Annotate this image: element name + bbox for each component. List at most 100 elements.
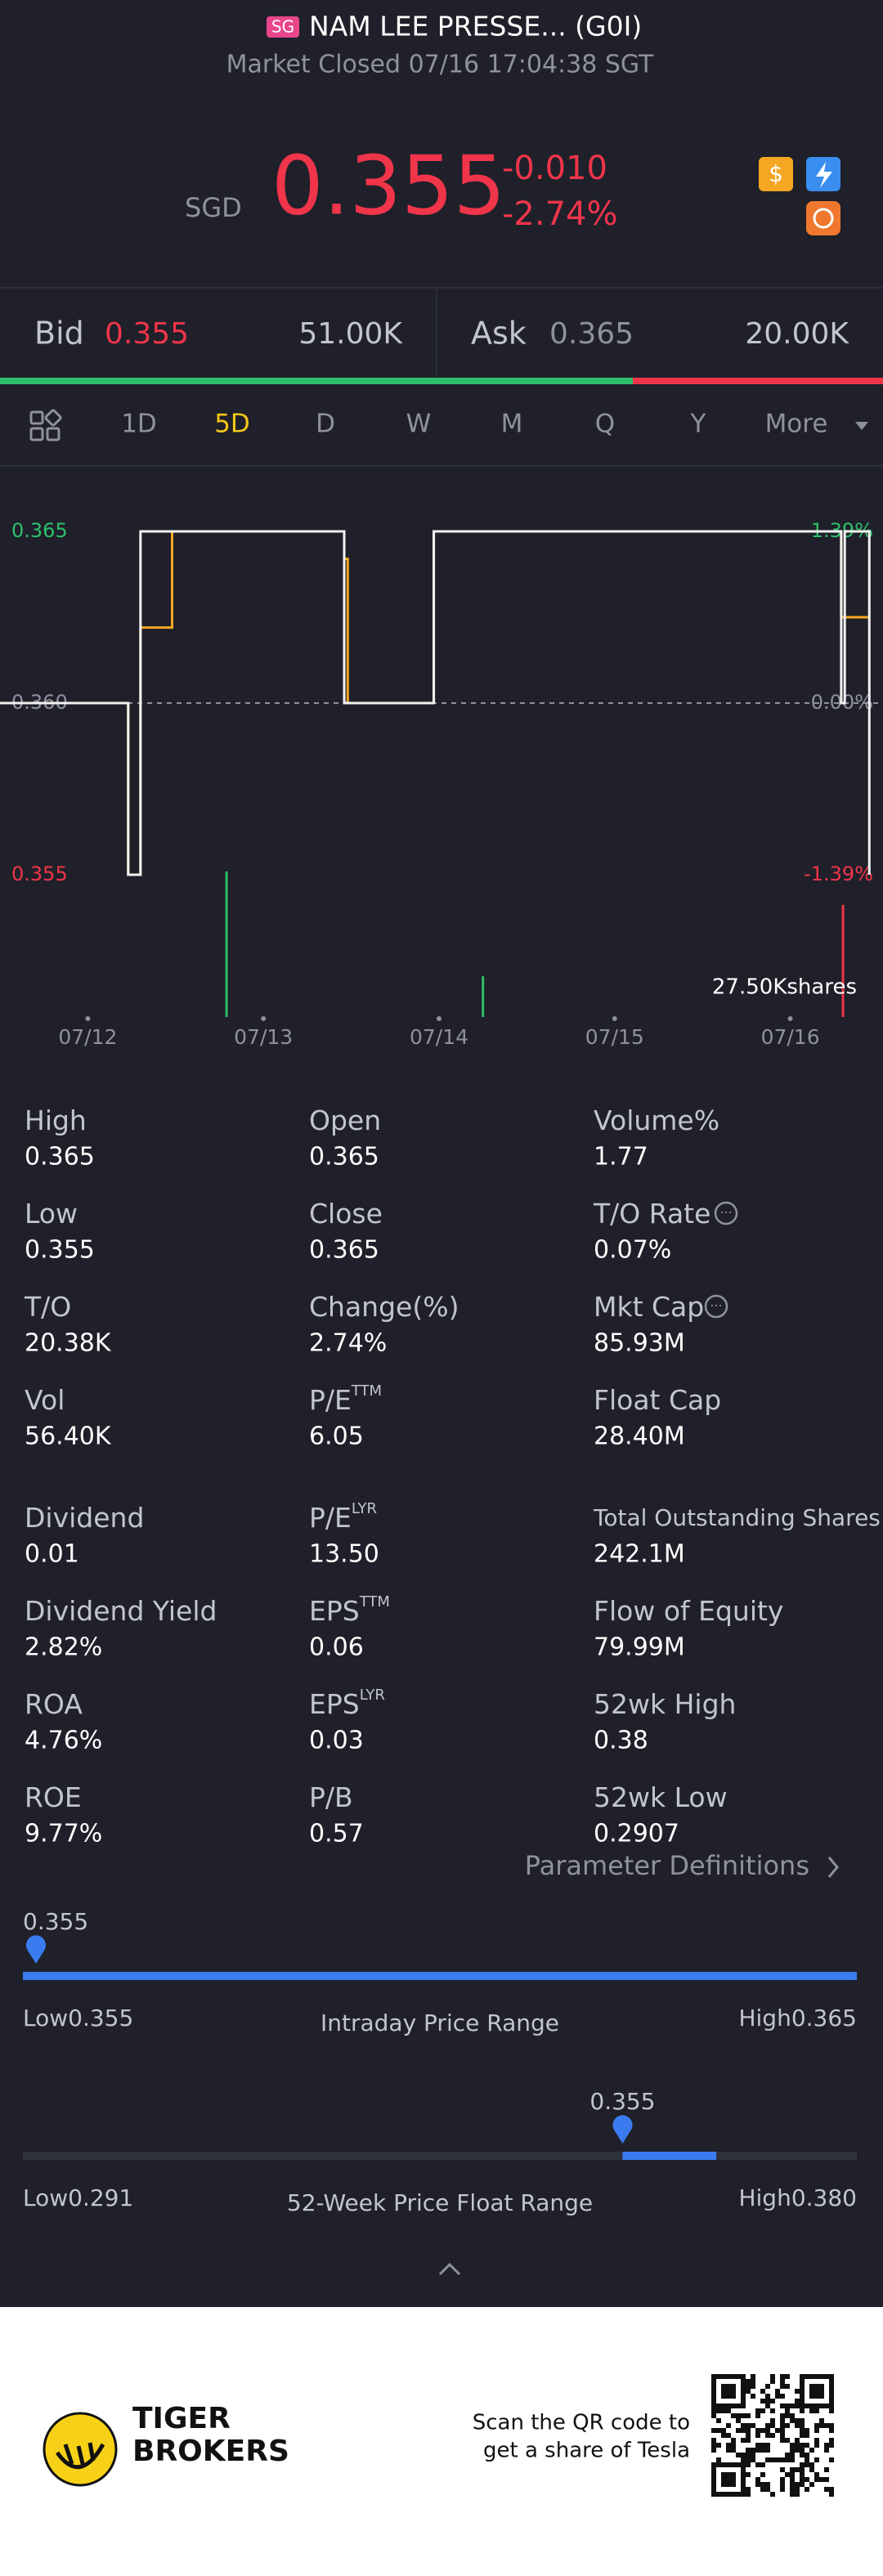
stat-label-sup: LYR xyxy=(352,1500,377,1517)
stat-value: 242.1M xyxy=(594,1540,685,1569)
stat-label-text: T/O Rate xyxy=(593,1198,710,1230)
stat-value: 28.40M xyxy=(594,1422,685,1451)
brand-name: BROKERS xyxy=(132,2435,289,2468)
bid-price: 0.355 xyxy=(105,317,189,351)
ask-strength-bar xyxy=(633,378,883,384)
ask-price: 0.365 xyxy=(549,317,634,351)
stat-value: 0.38 xyxy=(594,1727,648,1755)
stat-label: 52wk High xyxy=(594,1688,736,1720)
brand-name: TIGER xyxy=(132,2402,231,2435)
stat-label-text: Dividend xyxy=(25,1502,144,1534)
y-tick-label: 0.365 xyxy=(11,519,68,542)
range-high: High0.380 xyxy=(738,2184,857,2211)
period-tab[interactable]: Y xyxy=(690,410,706,439)
collapse-arrow[interactable] xyxy=(438,2262,461,2276)
info-icon[interactable] xyxy=(714,1201,738,1225)
period-tab[interactable]: W xyxy=(406,410,432,439)
bid-size: 51.00K xyxy=(298,317,403,351)
stat-label: Float Cap xyxy=(594,1384,721,1416)
bid-strength-bar xyxy=(0,378,633,384)
x-tick-dot xyxy=(261,1016,267,1021)
info-icon-dots: ··· xyxy=(710,1298,722,1314)
stat-label: Volume% xyxy=(594,1104,719,1136)
stat-label: P/ETTM xyxy=(309,1382,382,1416)
range-low-value: 0.291 xyxy=(68,2184,133,2211)
stat-label-sup: LYR xyxy=(360,1687,385,1704)
x-tick-label: 07/13 xyxy=(234,1025,293,1049)
stat-value: 56.40K xyxy=(25,1422,112,1451)
stat-label: Dividend Yield xyxy=(25,1595,217,1627)
stat-value: 0.07% xyxy=(594,1236,671,1265)
stat-label: P/B xyxy=(309,1781,353,1813)
stat-label-text: Volume% xyxy=(594,1104,719,1136)
coin-icon[interactable] xyxy=(759,157,793,191)
period-tab[interactable]: 1D xyxy=(121,410,157,439)
definitions-link[interactable]: Parameter Definitions xyxy=(525,1850,809,1881)
stat-value: 0.01 xyxy=(25,1540,79,1569)
market-badge-text: SG xyxy=(271,17,294,37)
stat-label-sup: TTM xyxy=(351,1382,382,1400)
stat-label: ROA xyxy=(25,1688,83,1720)
flash-glyph xyxy=(816,162,832,188)
stat-label-text: EPS xyxy=(309,1688,360,1720)
ask-size: 20.00K xyxy=(745,317,849,351)
stat-label: ROE xyxy=(25,1781,82,1813)
volume-bar xyxy=(482,976,485,1017)
share-icon[interactable] xyxy=(806,201,840,235)
stat-label: T/O Rate xyxy=(593,1198,710,1230)
ask-label: Ask xyxy=(471,316,527,352)
period-tab[interactable]: M xyxy=(501,410,523,439)
stat-value: 20.38K xyxy=(25,1329,112,1358)
stat-label-text: Low xyxy=(25,1198,78,1230)
stat-label-text: P/E xyxy=(309,1384,352,1416)
stat-label-sup: TTM xyxy=(359,1593,390,1611)
price-marker xyxy=(26,1935,46,1964)
range-high-label: High xyxy=(738,2005,791,2032)
x-tick-dot xyxy=(85,1016,91,1021)
stat-value: 0.365 xyxy=(25,1143,95,1172)
stock-name: NAM LEE PRESSE... (G0I) xyxy=(309,11,642,43)
market-status: Market Closed 07/16 17:04:38 SGT xyxy=(226,51,654,79)
range-low-label: Low xyxy=(23,2184,68,2211)
stat-label-text: ROE xyxy=(25,1781,82,1813)
stat-label: Low xyxy=(25,1198,78,1230)
price-line xyxy=(0,530,871,876)
stat-label-text: 52wk High xyxy=(594,1688,736,1720)
stat-value: 85.93M xyxy=(594,1329,685,1358)
stat-label-text: Vol xyxy=(25,1384,65,1416)
stat-label-text: High xyxy=(25,1104,87,1136)
stat-label-text: Total Outstanding Shares xyxy=(593,1504,881,1531)
stat-label: Close xyxy=(309,1198,383,1230)
period-tab[interactable]: Q xyxy=(595,410,615,439)
period-tab[interactable]: D xyxy=(316,410,335,439)
period-tab[interactable]: More xyxy=(765,410,828,439)
stat-value: 0.06 xyxy=(309,1633,364,1662)
stat-value: 13.50 xyxy=(309,1540,379,1569)
stat-label-text: 52wk Low xyxy=(594,1781,728,1813)
layout-icon[interactable] xyxy=(29,409,62,441)
stat-label-text: Mkt Cap xyxy=(594,1291,704,1323)
stat-label-text: Flow of Equity xyxy=(594,1595,783,1627)
stat-label: EPSLYR xyxy=(309,1687,385,1720)
period-tab[interactable]: 5D xyxy=(214,410,250,439)
stat-value: 79.99M xyxy=(594,1633,685,1662)
intraday-segment xyxy=(622,2152,717,2160)
info-icon[interactable] xyxy=(704,1294,728,1319)
stat-label-text: Change(%) xyxy=(309,1291,459,1323)
range-high-value: 0.365 xyxy=(791,2005,857,2032)
period-tabs: 1D 5D D W M Q Y More xyxy=(121,410,827,439)
volume-bar xyxy=(841,904,845,1017)
stat-label: Dividend xyxy=(25,1502,144,1534)
qr-code xyxy=(706,2369,839,2502)
stat-label-text: ROA xyxy=(25,1688,83,1720)
range-high: High0.365 xyxy=(738,2005,857,2032)
x-tick-dot xyxy=(437,1016,441,1021)
stats-grid: High 0.365 Open 0.365 Volume% 1.77 Low 0.355 Clo… xyxy=(24,1104,881,1848)
stat-value: 0.03 xyxy=(309,1727,364,1755)
promo-text: get a share of Tesla xyxy=(483,2439,690,2463)
stat-label: P/ELYR xyxy=(309,1500,377,1534)
y-tick-label: 0.355 xyxy=(11,862,68,885)
